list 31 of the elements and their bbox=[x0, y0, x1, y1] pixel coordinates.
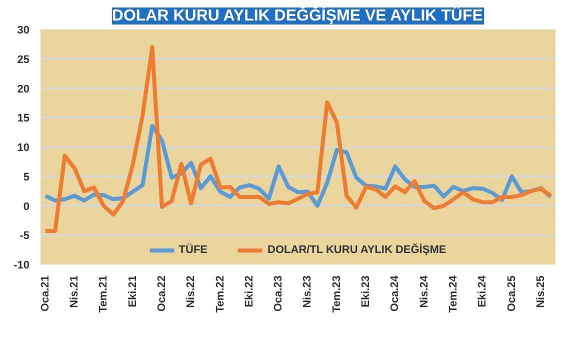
x-tick-label: Nis.23 bbox=[302, 275, 314, 308]
legend-label: DOLAR/TL KURU AYLIK DEĞİŞME bbox=[268, 244, 446, 256]
x-tick-label: Tem.21 bbox=[98, 276, 110, 313]
y-tick-label: 30 bbox=[17, 24, 30, 36]
y-tick-label: 15 bbox=[17, 112, 30, 125]
x-tick-label: Oca.25 bbox=[506, 275, 518, 312]
x-tick-label: Oca.22 bbox=[156, 275, 168, 312]
y-tick-label: -10 bbox=[14, 260, 30, 272]
y-tick-label: 10 bbox=[17, 142, 30, 154]
x-tick-label: Eki.21 bbox=[126, 275, 139, 308]
y-tick-label: 0 bbox=[23, 200, 30, 213]
y-tick-label: 5 bbox=[23, 171, 30, 184]
x-tick-label: Tem.24 bbox=[447, 274, 460, 313]
x-tick-label: Eki.22 bbox=[243, 275, 256, 308]
legend-label: TÜFE bbox=[178, 244, 208, 256]
x-tick-label: Oca.21 bbox=[39, 275, 52, 312]
y-tick-label: 25 bbox=[17, 54, 30, 66]
y-tick-label: 20 bbox=[17, 83, 30, 96]
x-tick-label: Nis.21 bbox=[68, 275, 81, 308]
x-tick-label: Nis.24 bbox=[418, 274, 430, 308]
x-tick-label: Eki.24 bbox=[476, 274, 489, 308]
x-tick-label: Oca.23 bbox=[272, 275, 285, 312]
x-tick-label: Nis.25 bbox=[534, 275, 547, 308]
x-tick-label: Nis.22 bbox=[185, 275, 198, 308]
chart-title: DOLAR KURU AYLIK DEĞĞİŞME VE AYLIK TÜFE bbox=[112, 6, 484, 24]
x-tick-label: Oca.24 bbox=[389, 274, 402, 312]
x-tick-label: Tem.22 bbox=[214, 276, 226, 313]
x-tick-label: Eki.23 bbox=[360, 275, 372, 308]
y-tick-label: -5 bbox=[20, 230, 30, 242]
x-tick-label: Tem.23 bbox=[330, 276, 343, 313]
line-series bbox=[43, 45, 553, 234]
